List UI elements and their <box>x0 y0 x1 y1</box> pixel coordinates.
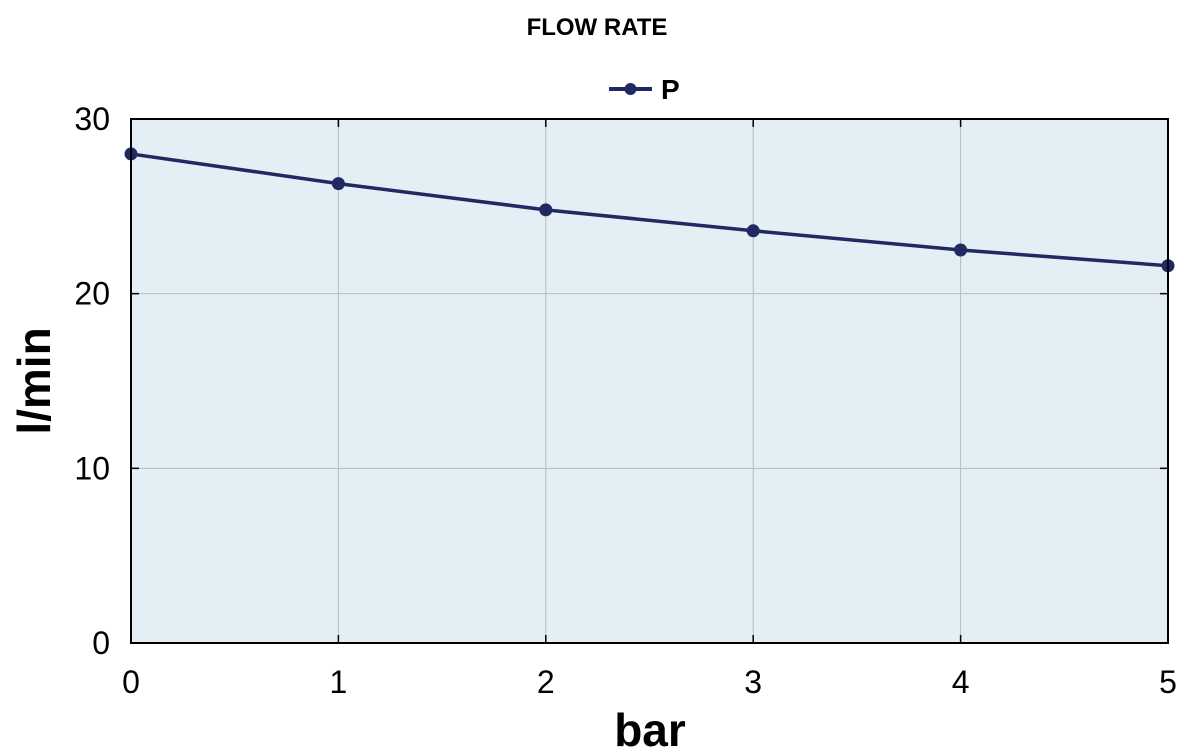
series-layer <box>124 147 1175 273</box>
x-tick-label: 1 <box>330 664 348 700</box>
y-tick-label: 30 <box>74 101 110 137</box>
data-point <box>954 243 968 257</box>
x-tick-label: 0 <box>122 664 140 700</box>
legend-marker-p <box>624 83 637 95</box>
y-tick-label: 20 <box>74 276 110 312</box>
x-tick-label: 3 <box>744 664 762 700</box>
plot-area <box>131 119 1168 643</box>
x-tick-label: 2 <box>537 664 555 700</box>
y-tick-label: 0 <box>92 625 110 661</box>
data-point <box>539 203 553 217</box>
y-axis-label: l/min <box>8 327 60 434</box>
ticks: 0 1 2 3 4 5 0 10 20 30 <box>74 101 1176 700</box>
plot-frame <box>130 118 1169 644</box>
legend: P <box>609 74 680 105</box>
x-tick-label: 4 <box>952 664 970 700</box>
series-line-p <box>130 152 1169 268</box>
y-tick-label: 10 <box>74 450 110 486</box>
x-tick-label: 5 <box>1159 664 1177 700</box>
data-point <box>331 177 345 191</box>
data-point <box>746 224 760 238</box>
chart-title: FLOW RATE <box>527 14 668 41</box>
legend-label-p: P <box>661 74 680 105</box>
x-axis-label: bar <box>614 704 686 756</box>
